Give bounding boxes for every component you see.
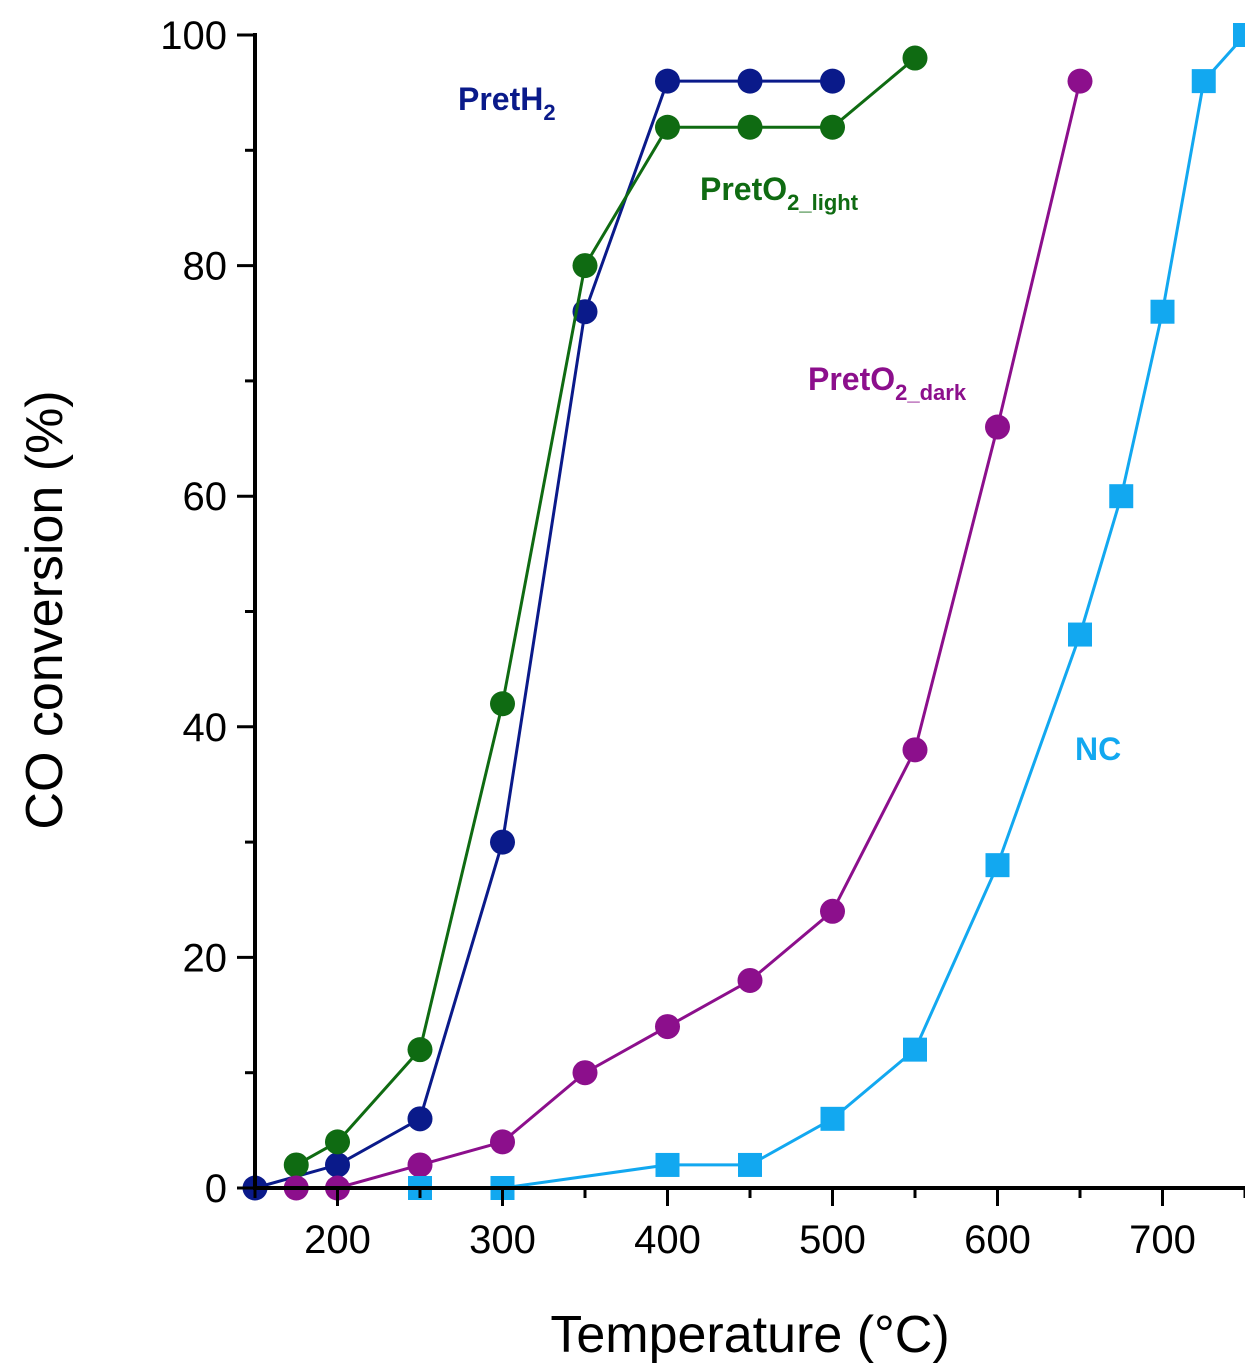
series-label-preto2-dark: PretO2_dark: [808, 361, 967, 405]
series-preto2-dark: [283, 68, 1093, 1201]
series-label-nc: NC: [1075, 731, 1121, 767]
data-point: [655, 1152, 680, 1177]
data-point: [407, 1106, 433, 1132]
data-point: [820, 114, 845, 140]
data-point: [738, 1152, 762, 1177]
series-label-preto2-light: PretO2_light: [700, 171, 859, 215]
y-axis-title: CO conversion (%): [16, 390, 74, 829]
y-tick-label: 40: [183, 706, 228, 750]
series-layer: [242, 23, 1245, 1201]
series-label-preth2: PretH2: [458, 81, 556, 125]
data-point: [737, 967, 763, 993]
data-point: [655, 114, 680, 140]
series-preth2: [242, 68, 845, 1201]
data-point: [407, 1152, 433, 1178]
data-point: [737, 68, 763, 94]
series-line: [254, 79, 833, 1190]
data-point: [902, 45, 928, 71]
x-tick-label: 600: [964, 1218, 1031, 1262]
data-point: [1068, 622, 1092, 647]
data-point: [1191, 69, 1216, 94]
data-point: [820, 898, 845, 924]
y-tick-label: 100: [160, 14, 227, 58]
y-tick-label: 0: [205, 1167, 227, 1211]
data-point: [820, 68, 845, 94]
x-tick-label: 500: [799, 1218, 866, 1262]
data-point: [1233, 23, 1245, 47]
y-tick-label: 60: [183, 475, 228, 519]
x-axis-title: Temperature (°C): [550, 1306, 949, 1364]
data-point: [572, 1060, 598, 1086]
y-tick-label: 80: [183, 245, 228, 289]
data-point: [655, 68, 680, 94]
series-line: [295, 56, 916, 1167]
data-point: [407, 1037, 433, 1063]
data-point: [490, 1129, 515, 1155]
data-point: [490, 691, 515, 717]
data-point: [325, 1152, 350, 1178]
x-tick-label: 400: [634, 1218, 701, 1262]
x-tick-label: 300: [469, 1218, 536, 1262]
x-tick-label: 200: [304, 1218, 371, 1262]
data-point: [325, 1129, 350, 1155]
data-point: [1109, 484, 1134, 509]
series-line: [420, 34, 1245, 1190]
data-point: [283, 1152, 309, 1178]
data-point: [902, 737, 928, 763]
data-point: [490, 829, 515, 855]
data-point: [903, 1037, 927, 1062]
series-preto2-light: [283, 45, 928, 1178]
data-point: [1067, 68, 1093, 94]
y-tick-label: 20: [183, 936, 228, 980]
data-point: [737, 114, 763, 140]
data-point: [985, 853, 1010, 878]
data-point: [820, 1106, 845, 1131]
axes-layer: 200 300 400 500 600 700 0 20 40 60 80 100: [160, 14, 1245, 1262]
x-tick-label: 700: [1129, 1218, 1196, 1262]
series-nc: [408, 23, 1245, 1200]
data-point: [572, 253, 598, 279]
data-point: [1150, 299, 1175, 324]
series-line: [296, 80, 1082, 1190]
series-labels-layer: PretH2 PretO2_light PretO2_dark NC: [458, 81, 1121, 767]
data-point: [655, 1014, 680, 1040]
data-point: [985, 414, 1010, 440]
